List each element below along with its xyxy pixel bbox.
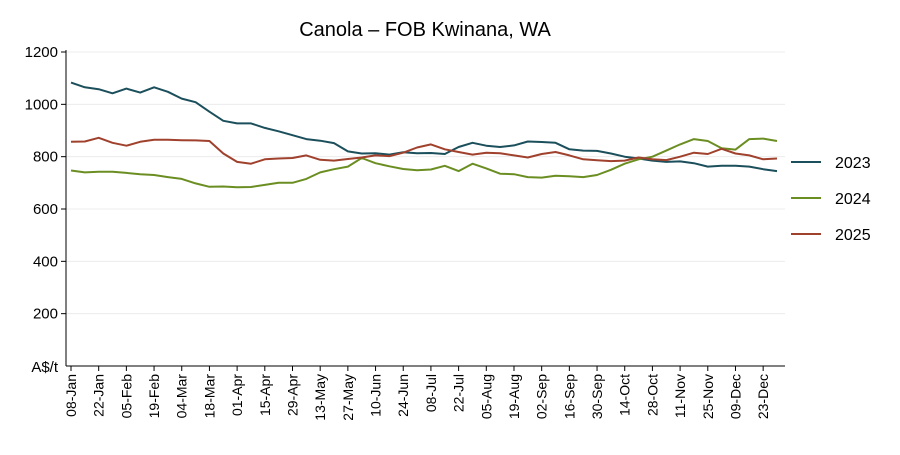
x-tick-label-18-Mar: 18-Mar — [201, 374, 217, 419]
x-tick-label-08-Jul: 08-Jul — [423, 374, 439, 412]
legend-label-2024: 2024 — [835, 191, 871, 208]
x-tick-label-22-Jan: 22-Jan — [91, 374, 107, 417]
chart-title: Canola – FOB Kwinana, WA — [299, 19, 551, 41]
x-tick-label-10-Jun: 10-Jun — [368, 374, 384, 417]
x-tick-label-14-Oct: 14-Oct — [617, 374, 633, 416]
y-tick-label-400: 400 — [33, 253, 58, 270]
x-tick-label-13-May: 13-May — [312, 374, 328, 421]
series-line-2023 — [70, 81, 778, 173]
x-tick-label-25-Nov: 25-Nov — [700, 374, 716, 419]
x-tick-label-15-Apr: 15-Apr — [257, 374, 273, 416]
x-tick-label-11-Nov: 11-Nov — [672, 374, 688, 418]
x-tick-label-02-Sep: 02-Sep — [534, 374, 550, 419]
legend-label-2023: 2023 — [835, 155, 871, 172]
x-tick-label-05-Aug: 05-Aug — [478, 374, 494, 419]
x-tick-label-30-Sep: 30-Sep — [589, 374, 605, 419]
x-tick-label-09-Dec: 09-Dec — [727, 374, 743, 419]
x-tick-label-16-Sep: 16-Sep — [561, 374, 577, 419]
x-tick-label-19-Aug: 19-Aug — [506, 374, 522, 419]
x-tick-label-29-Apr: 29-Apr — [284, 374, 300, 416]
y-tick-label-800: 800 — [33, 149, 58, 166]
x-tick-label-28-Oct: 28-Oct — [644, 374, 660, 416]
x-tick-label-27-May: 27-May — [340, 374, 356, 421]
y-tick-label-1200: 1200 — [25, 44, 58, 61]
x-tick-label-24-Jun: 24-Jun — [395, 374, 411, 417]
series-line-2024 — [70, 137, 778, 189]
y-axis-unit-label: A$/t — [31, 359, 59, 376]
x-tick-label-22-Jul: 22-Jul — [451, 374, 467, 412]
legend-label-2025: 2025 — [835, 227, 871, 244]
x-tick-label-05-Feb: 05-Feb — [118, 374, 134, 419]
y-tick-label-1000: 1000 — [25, 96, 58, 113]
y-tick-label-600: 600 — [33, 201, 58, 218]
x-tick-label-04-Mar: 04-Mar — [174, 374, 190, 419]
x-tick-label-01-Apr: 01-Apr — [229, 374, 245, 416]
series-line-2025 — [70, 136, 778, 165]
x-tick-label-23-Dec: 23-Dec — [755, 374, 771, 419]
y-tick-label-200: 200 — [33, 306, 58, 323]
x-tick-label-19-Feb: 19-Feb — [146, 374, 162, 419]
x-tick-label-08-Jan: 08-Jan — [63, 374, 79, 417]
